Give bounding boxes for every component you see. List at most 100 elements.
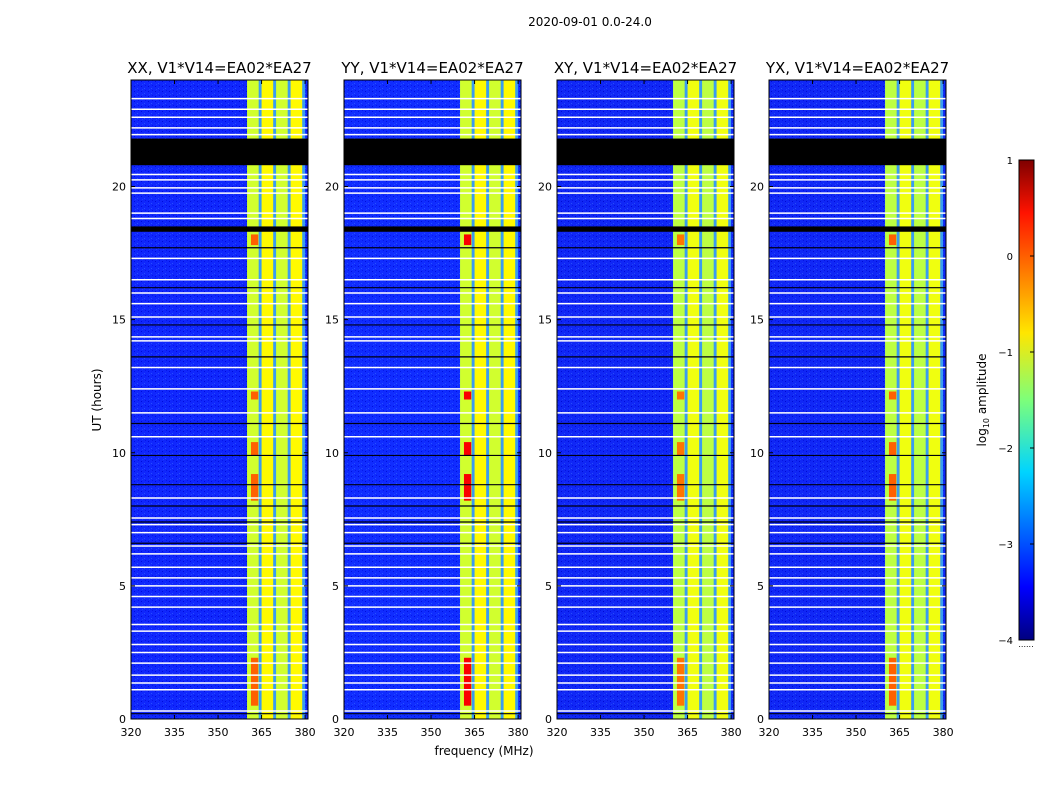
y-tick-label: 10 bbox=[112, 447, 126, 460]
x-tick-label: 350 bbox=[846, 726, 867, 739]
colorbar-tick-label: −3 bbox=[998, 540, 1013, 551]
plot-frame bbox=[343, 79, 522, 720]
y-tick-label: 15 bbox=[325, 314, 339, 327]
rfi-hot-patch bbox=[676, 391, 685, 400]
panel-title: XY, V1*V14=EA02*EA27 bbox=[554, 59, 737, 77]
y-tick-label: 10 bbox=[750, 447, 764, 460]
y-tick-label: 0 bbox=[757, 713, 764, 726]
colorbar: 10−1−2−3−4 ...... log10 amplitude bbox=[975, 156, 1035, 649]
rfi-column bbox=[261, 80, 274, 719]
y-tick-label: 0 bbox=[332, 713, 339, 726]
colorbar-label-main: log bbox=[975, 428, 989, 446]
plot-frame bbox=[556, 79, 735, 720]
colorbar-gradient bbox=[1018, 159, 1035, 641]
panel-yx: YX, V1*V14=EA02*EA27 320 335 350 365 380 0 5 10 1… bbox=[750, 59, 954, 739]
rfi-hot-patch bbox=[463, 474, 472, 501]
colorbar-label-sub: 10 bbox=[982, 418, 991, 428]
rfi-column bbox=[687, 80, 700, 719]
colorbar-tick-label: −1 bbox=[998, 348, 1013, 359]
flagged-gap bbox=[769, 138, 946, 166]
figure-suptitle: 2020-09-01 0.0-24.0 bbox=[528, 15, 652, 29]
colorbar-tick-label: −4 bbox=[998, 636, 1013, 647]
x-tick-label: 365 bbox=[464, 726, 485, 739]
rfi-hot-patch bbox=[250, 474, 259, 501]
colorbar-extra: ...... bbox=[1018, 640, 1033, 649]
x-axis-label: frequency (MHz) bbox=[434, 744, 533, 758]
panel-xy: XY, V1*V14=EA02*EA27 320 335 350 365 380 0 5 10 1… bbox=[538, 59, 742, 739]
rfi-column bbox=[914, 80, 926, 719]
y-tick-label: 5 bbox=[545, 580, 552, 593]
y-tick-label: 20 bbox=[325, 181, 339, 194]
rfi-hot-patch bbox=[888, 391, 897, 400]
colorbar-tick-label: 1 bbox=[1007, 156, 1013, 167]
y-tick-label: 20 bbox=[538, 181, 552, 194]
y-tick-label: 5 bbox=[119, 580, 126, 593]
panel-title: YX, V1*V14=EA02*EA27 bbox=[765, 59, 949, 77]
rfi-column bbox=[503, 80, 516, 719]
y-tick-label: 0 bbox=[545, 713, 552, 726]
panel-title: XX, V1*V14=EA02*EA27 bbox=[127, 59, 311, 77]
rfi-column bbox=[489, 80, 501, 719]
plot-frame bbox=[768, 79, 947, 720]
rfi-hot-patch bbox=[676, 474, 685, 501]
rfi-hot-patch bbox=[463, 391, 472, 400]
x-tick-label: 350 bbox=[421, 726, 442, 739]
y-tick-label: 5 bbox=[757, 580, 764, 593]
x-tick-label: 335 bbox=[164, 726, 185, 739]
panel-title: YY, V1*V14=EA02*EA27 bbox=[340, 59, 523, 77]
y-tick-label: 15 bbox=[750, 314, 764, 327]
panel-yy: YY, V1*V14=EA02*EA27 320 335 350 365 380 0 5 10 1… bbox=[325, 59, 529, 739]
x-tick-label: 335 bbox=[590, 726, 611, 739]
y-tick-label: 0 bbox=[119, 713, 126, 726]
x-tick-label: 365 bbox=[251, 726, 272, 739]
colorbar-tick-label: 0 bbox=[1007, 252, 1013, 263]
x-tick-label: 365 bbox=[677, 726, 698, 739]
rfi-hot-patch bbox=[888, 442, 897, 456]
x-tick-label: 335 bbox=[377, 726, 398, 739]
rfi-column bbox=[290, 80, 303, 719]
rfi-hot-patch bbox=[888, 234, 897, 246]
x-tick-label: 365 bbox=[889, 726, 910, 739]
y-tick-label: 10 bbox=[538, 447, 552, 460]
colorbar-ticks: 1 0 −1 −2 −3 −4 bbox=[998, 156, 1034, 647]
flagged-gap bbox=[557, 138, 734, 166]
rfi-column bbox=[474, 80, 487, 719]
y-tick-label: 5 bbox=[332, 580, 339, 593]
x-tick-label: 320 bbox=[759, 726, 780, 739]
rfi-hot-patch bbox=[676, 442, 685, 456]
rfi-hot-patch bbox=[676, 234, 685, 246]
rfi-hot-patch bbox=[250, 442, 259, 456]
x-tick-label: 320 bbox=[547, 726, 568, 739]
rfi-hot-patch bbox=[250, 391, 259, 400]
panel-xx: XX, V1*V14=EA02*EA27 320 335 350 365 380 0 5 10 1… bbox=[112, 59, 316, 739]
rfi-hot-patch bbox=[250, 657, 259, 706]
x-tick-label: 380 bbox=[295, 726, 316, 739]
rfi-hot-patch bbox=[676, 657, 685, 706]
y-tick-label: 20 bbox=[750, 181, 764, 194]
y-axis-label: UT (hours) bbox=[90, 368, 104, 431]
rfi-column bbox=[716, 80, 729, 719]
rfi-hot-patch bbox=[463, 442, 472, 456]
rfi-column bbox=[276, 80, 288, 719]
x-tick-label: 335 bbox=[802, 726, 823, 739]
y-tick-label: 10 bbox=[325, 447, 339, 460]
x-tick-label: 350 bbox=[634, 726, 655, 739]
colorbar-label-rest: amplitude bbox=[975, 354, 989, 418]
x-tick-label: 380 bbox=[933, 726, 954, 739]
plot-frame bbox=[130, 79, 309, 720]
flagged-gap bbox=[344, 226, 521, 232]
flagged-gap bbox=[344, 138, 521, 166]
rfi-hot-patch bbox=[463, 657, 472, 706]
y-tick-label: 15 bbox=[112, 314, 126, 327]
flagged-gap bbox=[131, 226, 308, 232]
rfi-column bbox=[899, 80, 912, 719]
rfi-hot-patch bbox=[463, 234, 472, 246]
x-tick-label: 320 bbox=[121, 726, 142, 739]
rfi-column bbox=[702, 80, 714, 719]
x-tick-label: 350 bbox=[208, 726, 229, 739]
rfi-hot-patch bbox=[888, 657, 897, 706]
flagged-gap bbox=[557, 226, 734, 232]
rfi-column bbox=[928, 80, 941, 719]
colorbar-label: log10 amplitude bbox=[975, 354, 991, 447]
rfi-hot-patch bbox=[888, 474, 897, 501]
